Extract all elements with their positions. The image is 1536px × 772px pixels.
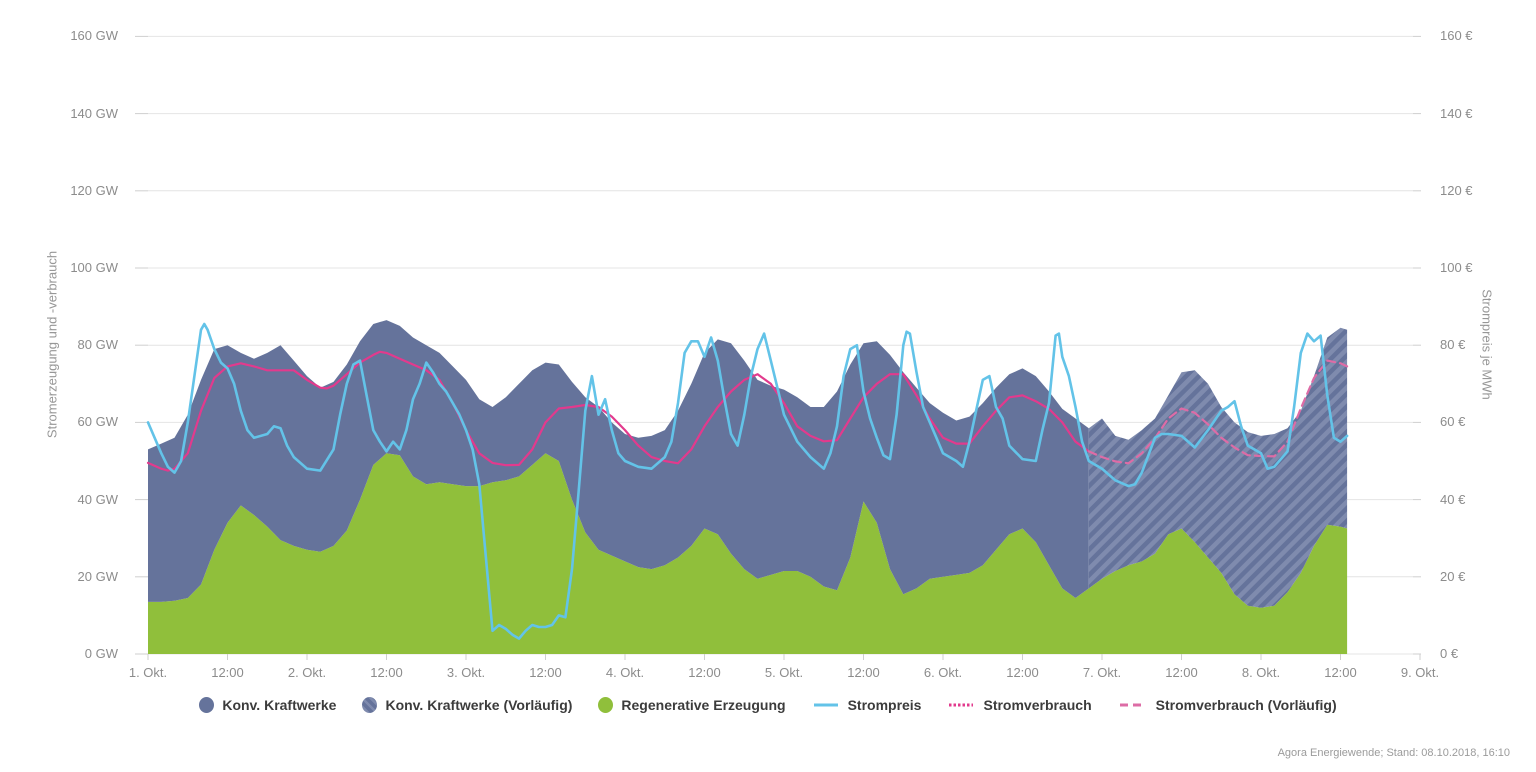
strompreis-line-marker-icon <box>813 703 838 707</box>
legend-item-konv-kraftwerke: Konv. Kraftwerke <box>199 697 336 713</box>
y-axis-label-left: 40 GW <box>77 491 118 507</box>
y-axis-label-right: 80 € <box>1440 337 1466 353</box>
legend-item-stromverbrauch: Stromverbrauch <box>947 697 1092 713</box>
legend-label: Strompreis <box>847 697 922 713</box>
y-axis-label-right: 40 € <box>1440 491 1466 507</box>
y-axis-label-left: 160 GW <box>70 28 118 44</box>
legend-item-strompreis: Strompreis <box>812 697 922 713</box>
legend-item-regenerative-erzeugung: Regenerative Erzeugung <box>598 697 786 713</box>
legend-item-stromverbrauch-vorlaeufig: Stromverbrauch (Vorläufig) <box>1118 697 1337 713</box>
x-axis-label: 12:00 <box>688 665 721 680</box>
x-axis-label: 12:00 <box>847 665 880 680</box>
konv-kraftwerke-vorlaeufig-marker-icon <box>362 697 378 713</box>
x-axis-label: 1. Okt. <box>128 665 168 680</box>
x-axis-label: 2. Okt. <box>287 665 327 680</box>
y-axis-label-left: 120 GW <box>70 182 118 198</box>
y-axis-label-left: 60 GW <box>77 414 118 430</box>
legend-label: Regenerative Erzeugung <box>621 697 786 713</box>
y-axis-label-left: 0 GW <box>84 646 118 661</box>
source-attribution: Agora Energiewende; Stand: 08.10.2018, 1… <box>1277 747 1510 759</box>
x-axis-label: 8. Okt. <box>1241 665 1281 680</box>
x-axis-label: 12:00 <box>370 665 403 680</box>
y-axis-title-right: Strompreis je MWh <box>1479 289 1495 400</box>
y-axis-label-right: 20 € <box>1440 568 1466 584</box>
x-axis-label: 5. Okt. <box>764 665 804 680</box>
stromverbrauch-line-marker-icon <box>949 703 974 707</box>
x-axis-label: 3. Okt. <box>446 665 486 680</box>
konv-kraftwerke-area <box>148 320 1089 602</box>
x-axis-label: 12:00 <box>1006 665 1039 680</box>
y-axis-label-left: 80 GW <box>77 337 118 353</box>
y-axis-label-right: 120 € <box>1440 182 1473 198</box>
x-axis-label: 6. Okt. <box>923 665 963 680</box>
legend-label: Stromverbrauch <box>983 697 1092 713</box>
x-axis-label: 12:00 <box>1324 665 1357 680</box>
legend-item-konv-kraftwerke-vorlaeufig: Konv. Kraftwerke (Vorläufig) <box>362 697 572 713</box>
y-axis-label-left: 20 GW <box>77 568 118 584</box>
x-axis-label: 12:00 <box>529 665 562 680</box>
konv-kraftwerke-marker-icon <box>199 697 215 713</box>
konv-kraftwerke-vorlaeufig-area <box>1088 327 1348 608</box>
y-axis-label-right: 0 € <box>1440 646 1459 661</box>
stromverbrauch-vorlaeufig-line-marker-icon <box>1119 703 1146 707</box>
regenerative-erzeugung-area <box>148 453 1348 654</box>
regenerative-erzeugung-marker-icon <box>598 697 614 713</box>
y-axis-label-left: 140 GW <box>70 105 118 121</box>
legend-label: Konv. Kraftwerke (Vorläufig) <box>385 697 573 713</box>
stromverbrauch-vorlaeufig-line <box>1087 359 1349 465</box>
y-axis-label-right: 100 € <box>1440 260 1473 275</box>
y-axis-label-right: 140 € <box>1440 105 1473 121</box>
legend: Konv. Kraftwerke Konv. Kraftwerke (Vorlä… <box>0 697 1536 713</box>
y-axis-label-right: 160 € <box>1440 28 1473 44</box>
y-axis-label-left: 100 GW <box>70 260 118 275</box>
x-axis-label: 9. Okt. <box>1400 665 1440 680</box>
x-axis-label: 7. Okt. <box>1082 665 1122 680</box>
legend-label: Konv. Kraftwerke <box>222 697 337 713</box>
x-axis-label: 4. Okt. <box>605 665 645 680</box>
x-axis-label: 12:00 <box>211 665 244 680</box>
strompreis-line <box>146 322 1349 640</box>
y-axis-label-right: 60 € <box>1440 414 1466 430</box>
x-axis-label: 12:00 <box>1165 665 1198 680</box>
legend-label: Stromverbrauch (Vorläufig) <box>1155 697 1337 713</box>
